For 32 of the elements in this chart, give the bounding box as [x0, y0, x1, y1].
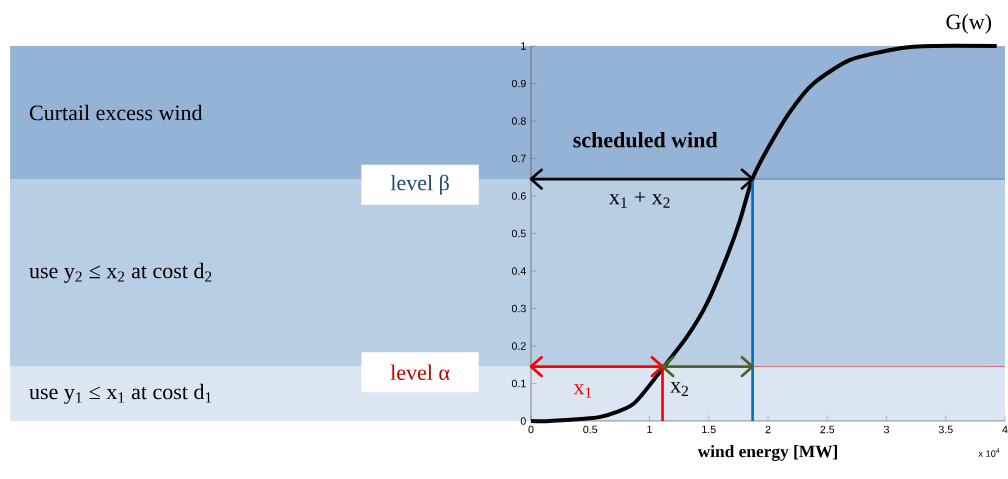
band-label: Curtail excess wind: [29, 104, 203, 121]
annotation: x$_{1}$: [573, 384, 592, 398]
annotation: x$_{2}$: [670, 382, 688, 396]
y-tick-label: 0.5: [511, 229, 526, 238]
y-tick-label: 0: [520, 417, 526, 425]
y-tick-label: 0.1: [511, 379, 526, 388]
x-tick-label: 2: [765, 425, 771, 434]
x-tick-label: 0: [528, 425, 534, 434]
band-label: use y$_{2}$ ≤ x$_{2}$ at cost d$_{2}$: [29, 262, 212, 283]
x-tick-label: 3.5: [938, 425, 953, 434]
ref-line-label: level α: [390, 364, 450, 380]
x-tick-label: 1.5: [702, 425, 716, 434]
y-tick-label: 0.2: [511, 342, 526, 350]
y-tick-label: 0.6: [511, 192, 526, 200]
y-tick-label: 0.4: [511, 267, 526, 275]
y-tick-label: 0.3: [511, 304, 526, 313]
x-tick-label: 3: [883, 425, 889, 434]
y-tick-label: 0.9: [511, 79, 526, 88]
x-tick-label: 2.5: [820, 425, 835, 434]
band-label: use y$_{1}$ ≤ x$_{1}$ at cost d$_{1}$: [29, 383, 212, 404]
x-tick-label: 1: [647, 425, 652, 434]
x-tick-label: 0.5: [583, 425, 598, 434]
x-axis-title: wind energy [MW]: [697, 445, 838, 461]
series-label: G(w): [946, 13, 992, 34]
y-tick-label: 0.8: [511, 117, 526, 125]
x-tick-label: 4: [1002, 425, 1008, 434]
ref-line-label: level β: [390, 174, 449, 195]
y-tick-label: 0.7: [511, 154, 526, 163]
annotation: scheduled wind: [573, 131, 718, 148]
annotation: x$_{1}$ + x$_{2}$: [609, 191, 670, 208]
y-tick-label: 1: [521, 42, 526, 50]
text: x 10$^{4}$: [978, 448, 1000, 457]
